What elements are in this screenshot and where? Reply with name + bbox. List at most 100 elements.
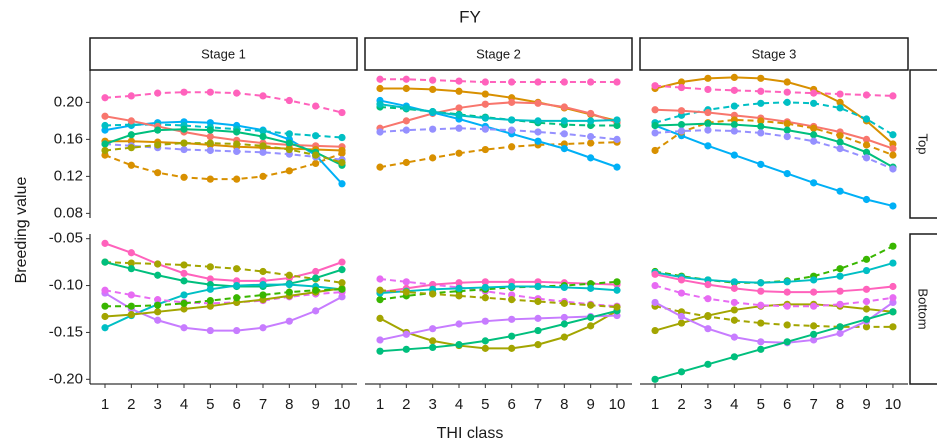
point [101,146,109,155]
point [783,288,791,296]
point [810,137,818,145]
point [429,125,437,133]
point [376,336,384,344]
point [730,353,738,361]
point [889,259,897,267]
point [836,287,844,295]
point [560,130,568,138]
point [508,282,516,291]
point [836,104,844,112]
point [560,333,568,341]
point [651,82,659,90]
point [481,344,489,352]
point [154,169,162,177]
point [534,314,542,322]
point [757,99,765,107]
point [704,142,712,150]
point [651,146,659,155]
point [651,270,659,278]
point [180,277,188,285]
y-tick-label: 0.08 [54,204,83,221]
point [810,276,818,284]
point [259,267,267,276]
strip [909,69,937,219]
point [429,85,437,94]
x-tick-label: 3 [704,396,712,413]
point [455,320,463,328]
point [127,249,135,257]
x-tick-label: 1 [101,396,109,413]
point [206,326,214,335]
x-tick-label: 4 [180,396,188,413]
point [810,322,818,330]
point [481,114,489,122]
point [402,158,410,167]
x-tick-label: 4 [730,396,738,413]
point [233,326,241,335]
point [730,120,738,129]
point [338,285,346,293]
x-tick-label: 1 [651,396,659,413]
point [101,324,109,332]
point [259,133,267,141]
point [455,341,463,349]
point [508,98,516,106]
point [180,88,188,96]
series-line [379,289,618,309]
point [836,98,844,106]
point [154,260,162,268]
point [101,121,109,130]
strip [639,37,909,71]
series-line [104,292,343,332]
series-line [105,140,343,152]
point [862,266,871,275]
point [312,307,320,315]
point [180,173,188,181]
point [180,305,188,313]
point [154,301,162,309]
x-tick-label: 5 [757,396,765,413]
point [862,141,871,149]
y-axis-label: Breeding value [13,177,30,284]
point [534,128,542,136]
point [154,271,162,279]
point [730,316,738,324]
point [429,76,437,84]
point [613,303,621,311]
point [285,281,293,289]
point [455,77,463,85]
point [312,286,320,294]
point [534,282,542,291]
point [481,78,489,86]
point [587,109,595,118]
point [154,296,162,304]
point [704,325,712,333]
point [613,121,621,130]
point [757,117,765,125]
point [101,94,109,102]
series-line [104,91,343,114]
point [889,294,897,302]
point [889,165,897,173]
point [862,91,871,99]
point [889,308,897,316]
point [312,267,320,276]
point [587,133,595,141]
point [101,239,109,247]
point [560,299,568,307]
point [312,159,320,168]
series-line [104,283,343,329]
x-tick-label: 10 [885,396,902,413]
point [455,111,463,119]
series-line [380,87,618,122]
point [259,148,267,156]
point [180,261,188,269]
point [534,117,542,125]
point [101,286,109,294]
point [651,375,659,383]
point [677,78,686,86]
point [180,125,188,133]
point [836,132,844,140]
point [402,126,410,134]
